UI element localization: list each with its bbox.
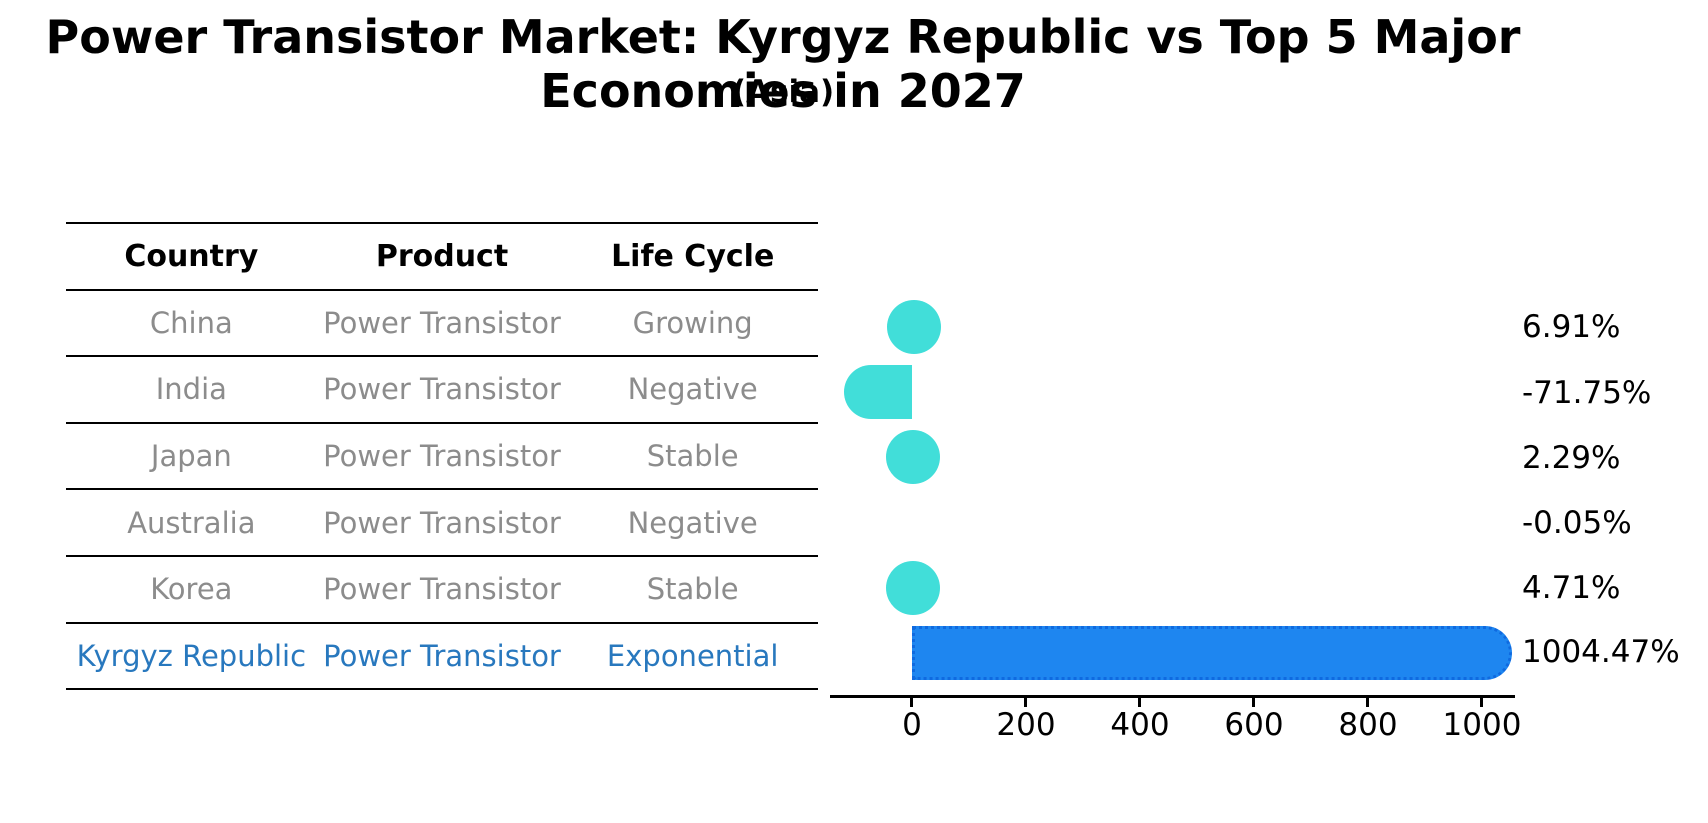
- x-axis-tick-label: 600: [1224, 707, 1284, 743]
- value-label-kyrgyz-republic: 1004.47%: [1522, 634, 1680, 670]
- cell-life-cycle: Growing: [632, 305, 753, 340]
- cell-life-cycle: Negative: [627, 372, 758, 407]
- cell-life-cycle: Negative: [627, 505, 758, 540]
- cell-country: Korea: [150, 572, 233, 607]
- x-axis-tick: [1138, 698, 1141, 707]
- column-header-life-cycle: Life Cycle: [611, 238, 775, 274]
- cell-life-cycle: Stable: [646, 439, 739, 474]
- cell-country: Australia: [127, 505, 256, 540]
- table-header-row: Country Product Life Cycle: [66, 224, 818, 291]
- table-row: India Power Transistor Negative: [66, 357, 818, 424]
- x-axis-tick-label: 800: [1338, 707, 1398, 743]
- x-axis-tick: [1366, 698, 1369, 707]
- cell-life-cycle: Stable: [646, 572, 739, 607]
- cell-product: Power Transistor: [323, 638, 561, 673]
- cell-country: China: [149, 305, 233, 340]
- x-axis-line: [830, 695, 1515, 698]
- table-row: Japan Power Transistor Stable: [66, 424, 818, 491]
- x-axis-tick-label: 200: [996, 707, 1056, 743]
- x-axis-tick-label: 0: [902, 707, 922, 743]
- x-axis-tick: [910, 698, 913, 707]
- cell-country: Kyrgyz Republic: [76, 638, 307, 673]
- x-axis-tick-label: 400: [1110, 707, 1170, 743]
- bar-india: [844, 365, 912, 419]
- cell-product: Power Transistor: [323, 572, 561, 607]
- cell-product: Power Transistor: [323, 305, 561, 340]
- cell-product: Power Transistor: [323, 372, 561, 407]
- value-label-australia: -0.05%: [1522, 505, 1632, 541]
- table-row: China Power Transistor Growing: [66, 291, 818, 358]
- table-row: Australia Power Transistor Negative: [66, 490, 818, 557]
- x-axis-tick: [1480, 698, 1483, 707]
- column-header-country: Country: [124, 238, 259, 274]
- table-row-kyrgyz-republic: Kyrgyz Republic Power Transistor Exponen…: [66, 624, 818, 691]
- country-table: Country Product Life Cycle China Power T…: [66, 222, 818, 691]
- x-axis-tick: [1024, 698, 1027, 707]
- bar-japan: [885, 430, 940, 484]
- chart-title: Power Transistor Market: Kyrgyz Republic…: [45, 10, 1521, 118]
- x-axis-tick-label: 1000: [1442, 707, 1522, 743]
- bar-kyrgyz-republic: [912, 626, 1512, 680]
- column-header-product: Product: [375, 238, 509, 274]
- table-row: Korea Power Transistor Stable: [66, 557, 818, 624]
- cell-country: India: [155, 372, 227, 407]
- cell-life-cycle: Exponential: [606, 638, 779, 673]
- cell-country: Japan: [150, 439, 232, 474]
- bar-korea: [886, 561, 941, 615]
- value-label-india: -71.75%: [1522, 375, 1652, 411]
- cell-product: Power Transistor: [323, 439, 561, 474]
- x-axis-tick: [1252, 698, 1255, 707]
- value-label-china: 6.91%: [1522, 309, 1621, 345]
- cell-product: Power Transistor: [323, 505, 561, 540]
- value-label-korea: 4.71%: [1522, 570, 1621, 606]
- chart-subtitle: (Asia): [731, 74, 835, 110]
- bar-china: [886, 300, 941, 354]
- value-label-japan: 2.29%: [1522, 440, 1621, 476]
